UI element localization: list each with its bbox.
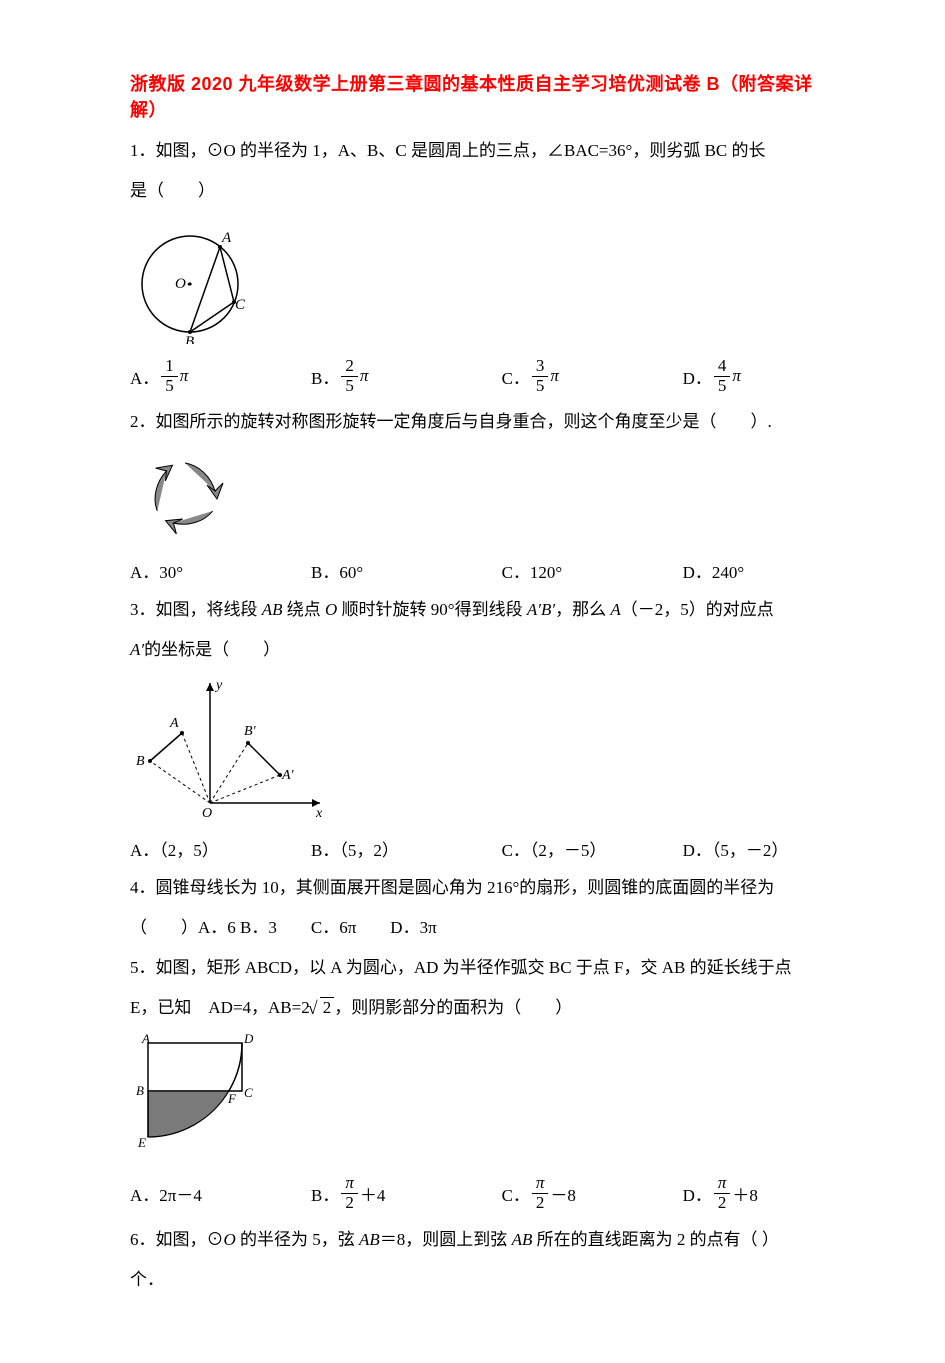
- q2-option-c: C．120°: [502, 558, 683, 583]
- q5-options: A．2π－4 B． π2 ＋4 C． π2 －8 D． π2 ＋8: [130, 1174, 835, 1212]
- fraction-icon: 25: [341, 357, 358, 395]
- label-Ap: A′: [281, 768, 295, 783]
- q1-option-c: C． 35 π: [502, 357, 683, 395]
- q1-diagram: O • A C B: [130, 214, 835, 349]
- q2-options: A．30° B．60° C．120° D．240°: [130, 558, 835, 583]
- q2-option-a: A．30°: [130, 558, 311, 583]
- sector-rectangle-icon: A D C B F E: [130, 1031, 270, 1161]
- q1-options: A． 15 π B． 25 π C． 35 π D． 45 π: [130, 357, 835, 395]
- q6-stem-line1: 6．如图，⊙O 的半径为 5，弦 AB＝8，则圆上到弦 AB 所在的直线距离为 …: [130, 1223, 835, 1257]
- plus-text: ＋4: [360, 1181, 386, 1206]
- q3-option-a: A．（2，5）: [130, 836, 311, 861]
- q5-post: ，则阴影部分的面积为（ ）: [334, 998, 572, 1017]
- opt-prefix: B．: [311, 364, 339, 389]
- label-B: B: [136, 754, 145, 769]
- fraction-icon: π2: [341, 1174, 358, 1212]
- q3-option-d: D．（5，－2）: [683, 836, 835, 861]
- q2-option-d: D．240°: [683, 558, 835, 583]
- coordinate-plane-icon: O x y A B A′ B′: [130, 673, 330, 823]
- label-B: B: [185, 334, 194, 344]
- label-A: A: [141, 1031, 150, 1046]
- svg-text:•: •: [187, 280, 191, 291]
- q1-option-a: A． 15 π: [130, 357, 311, 395]
- q2-diagram: [130, 445, 835, 550]
- q5-pre: E，已知 AD=4，AB=2: [130, 998, 310, 1017]
- opt-prefix: C．: [502, 364, 530, 389]
- label-Bp: B′: [244, 724, 257, 739]
- fraction-icon: 15: [161, 357, 178, 395]
- q3-options: A．（2，5） B．（5，2） C．（2，－5） D．（5，－2）: [130, 836, 835, 861]
- q5-stem-line1: 5．如图，矩形 ABCD，以 A 为圆心，AD 为半径作弧交 BC 于点 F，交…: [130, 951, 835, 985]
- opt-prefix: A．: [130, 364, 159, 389]
- opt-prefix: B．: [311, 1181, 339, 1206]
- q3-stem-line2: A′的坐标是（ ）: [130, 633, 835, 667]
- label-B: B: [136, 1083, 144, 1098]
- label-O: O: [202, 806, 212, 821]
- q4-stem-line1: 4．圆锥母线长为 10，其侧面展开图是圆心角为 216°的扇形，则圆锥的底面圆的…: [130, 871, 835, 905]
- pi-symbol: π: [550, 366, 559, 386]
- label-A: A: [169, 716, 179, 731]
- q3-option-c: C．（2，－5）: [502, 836, 683, 861]
- pi-symbol: π: [360, 366, 369, 386]
- q1-stem-line2: 是（ ）: [130, 174, 835, 208]
- q2-stem: 2．如图所示的旋转对称图形旋转一定角度后与自身重合，则这个角度至少是（ ）.: [130, 405, 835, 439]
- label-D: D: [243, 1031, 254, 1046]
- page-title: 浙教版 2020 九年级数学上册第三章圆的基本性质自主学习培优测试卷 B（附答案…: [130, 70, 835, 122]
- q1-stem-line1: 1．如图，⊙O 的半径为 1，A、B、C 是圆周上的三点，∠BAC=36°，则劣…: [130, 134, 835, 168]
- q3-diagram: O x y A B A′ B′: [130, 673, 835, 828]
- fraction-icon: π2: [714, 1174, 731, 1212]
- pi-symbol: π: [180, 366, 189, 386]
- fraction-icon: π2: [532, 1174, 549, 1212]
- opt-prefix: D．: [683, 364, 712, 389]
- label-O: O: [175, 276, 186, 292]
- opt-prefix: C．: [502, 1181, 530, 1206]
- q5-diagram: A D C B F E: [130, 1031, 835, 1166]
- pi-symbol: π: [732, 366, 741, 386]
- rotational-symmetry-icon: [130, 445, 240, 545]
- opt-prefix: D．: [683, 1181, 712, 1206]
- fraction-icon: 35: [532, 357, 549, 395]
- label-x: x: [315, 806, 323, 821]
- q5-option-c: C． π2 －8: [502, 1174, 683, 1212]
- q4-stem-line2: （ ）A．6 B．3 C．6π D．3π: [130, 911, 835, 945]
- plus-text: ＋8: [732, 1181, 758, 1206]
- q3-stem-line1: 3．如图，将线段 AB 绕点 O 顺时针旋转 90°得到线段 A′B′，那么 A…: [130, 593, 835, 627]
- fraction-icon: 45: [714, 357, 731, 395]
- label-C: C: [235, 297, 246, 313]
- q5-option-b: B． π2 ＋4: [311, 1174, 502, 1212]
- label-C: C: [244, 1085, 253, 1100]
- circle-diagram-icon: O • A C B: [130, 214, 260, 344]
- page: 浙教版 2020 九年级数学上册第三章圆的基本性质自主学习培优测试卷 B（附答案…: [0, 0, 945, 1363]
- q5-stem-line2: E，已知 AD=4，AB=22，则阴影部分的面积为（ ）: [130, 991, 835, 1025]
- q2-option-b: B．60°: [311, 558, 502, 583]
- q5-option-a: A．2π－4: [130, 1181, 311, 1206]
- q6-stem-line2: 个．: [130, 1263, 835, 1297]
- label-E: E: [137, 1135, 146, 1150]
- q3-option-b: B．（5，2）: [311, 836, 502, 861]
- q1-option-d: D． 45 π: [683, 357, 835, 395]
- minus-text: －8: [550, 1181, 576, 1206]
- label-A: A: [221, 230, 232, 246]
- q1-option-b: B． 25 π: [311, 357, 502, 395]
- sqrt-icon: 2: [310, 991, 335, 1025]
- q5-option-d: D． π2 ＋8: [683, 1174, 835, 1212]
- label-F: F: [227, 1091, 237, 1106]
- label-y: y: [214, 678, 223, 693]
